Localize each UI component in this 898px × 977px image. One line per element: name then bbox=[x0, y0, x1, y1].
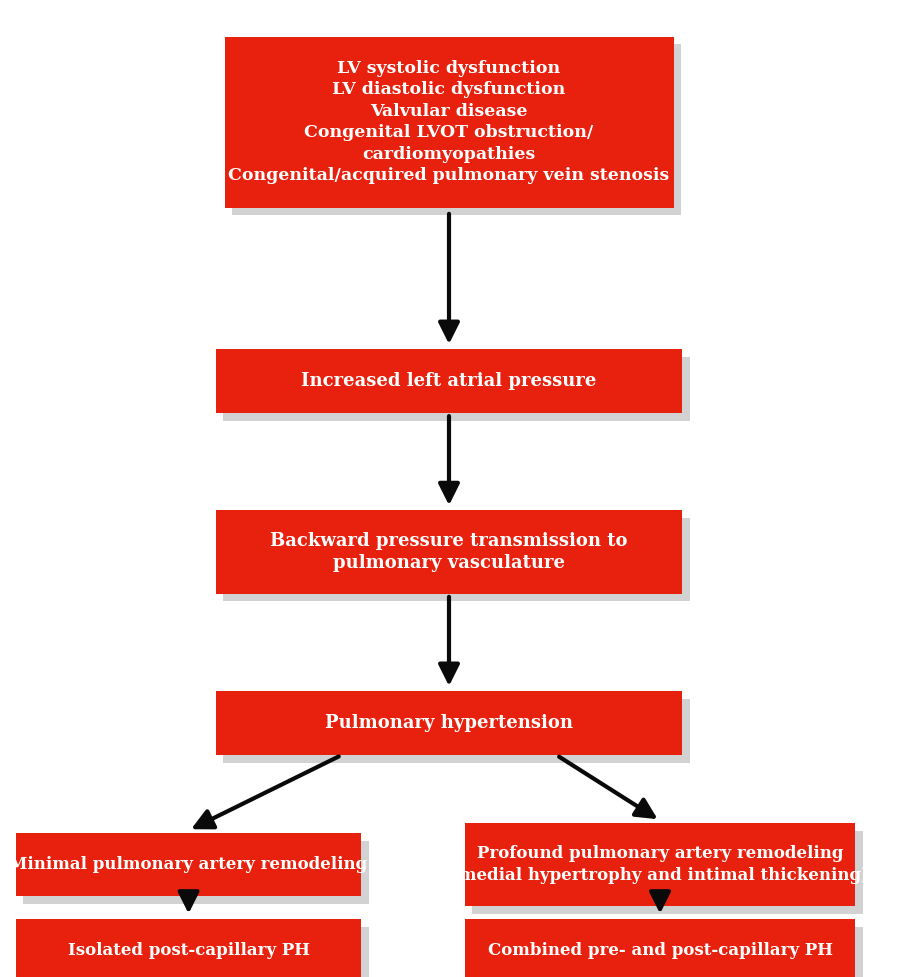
FancyBboxPatch shape bbox=[223, 357, 690, 420]
FancyBboxPatch shape bbox=[223, 518, 690, 601]
FancyBboxPatch shape bbox=[472, 830, 862, 914]
FancyBboxPatch shape bbox=[224, 36, 674, 208]
Text: Combined pre- and post-capillary PH: Combined pre- and post-capillary PH bbox=[488, 942, 832, 959]
FancyBboxPatch shape bbox=[232, 45, 681, 215]
FancyBboxPatch shape bbox=[22, 926, 368, 977]
Text: Backward pressure transmission to
pulmonary vasculature: Backward pressure transmission to pulmon… bbox=[270, 531, 628, 573]
Text: Profound pulmonary artery remodeling
(medial hypertrophy and intimal thickening): Profound pulmonary artery remodeling (me… bbox=[451, 845, 869, 884]
FancyBboxPatch shape bbox=[216, 349, 682, 412]
FancyBboxPatch shape bbox=[216, 692, 682, 754]
FancyBboxPatch shape bbox=[472, 926, 862, 977]
Text: Isolated post-capillary PH: Isolated post-capillary PH bbox=[67, 942, 310, 959]
FancyBboxPatch shape bbox=[15, 918, 361, 977]
Text: LV systolic dysfunction
LV diastolic dysfunction
Valvular disease
Congenital LVO: LV systolic dysfunction LV diastolic dys… bbox=[228, 60, 670, 185]
Text: Pulmonary hypertension: Pulmonary hypertension bbox=[325, 714, 573, 732]
FancyBboxPatch shape bbox=[223, 700, 690, 762]
FancyBboxPatch shape bbox=[22, 840, 368, 905]
Text: Minimal pulmonary artery remodeling: Minimal pulmonary artery remodeling bbox=[10, 856, 367, 873]
FancyBboxPatch shape bbox=[15, 832, 361, 897]
Text: Increased left atrial pressure: Increased left atrial pressure bbox=[302, 372, 596, 390]
FancyBboxPatch shape bbox=[465, 918, 855, 977]
FancyBboxPatch shape bbox=[465, 823, 855, 907]
FancyBboxPatch shape bbox=[216, 510, 682, 593]
